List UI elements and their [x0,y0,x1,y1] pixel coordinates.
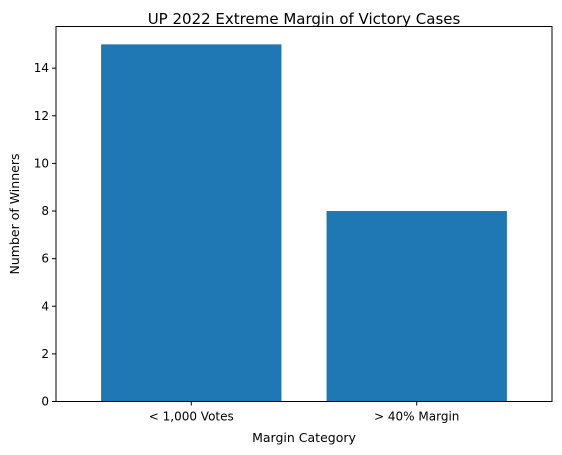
y-tick-label: 10 [34,156,49,170]
x-tick-label: < 1,000 Votes [149,410,234,424]
x-tick-label: > 40% Margin [374,410,459,424]
chart-title: UP 2022 Extreme Margin of Victory Cases [148,10,461,28]
y-tick-label: 12 [34,109,49,123]
y-axis: 0 2 4 6 8 10 12 14 [34,61,56,409]
x-axis: < 1,000 Votes > 40% Margin [149,401,459,424]
bar-1 [326,211,507,402]
x-axis-label: Margin Category [252,430,356,445]
y-tick-label: 0 [41,395,49,409]
y-tick-label: 6 [41,252,49,266]
bars-layer [101,44,507,402]
y-tick-label: 14 [34,61,49,75]
bar-0 [101,44,282,402]
y-tick-label: 8 [41,204,49,218]
y-axis-label: Number of Winners [7,154,22,275]
y-tick-label: 2 [41,347,49,361]
plot-frame [55,26,553,402]
y-tick-label: 4 [41,299,49,313]
